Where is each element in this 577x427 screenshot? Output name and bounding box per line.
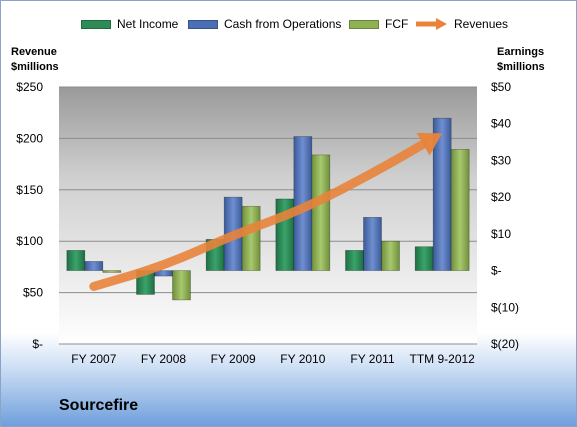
bar-fcf	[102, 270, 122, 273]
bar-fcf	[450, 149, 470, 271]
right-tick-label: $-	[491, 264, 502, 278]
revenue-line-group	[89, 132, 443, 291]
plot-area	[59, 87, 477, 344]
legend-item-cfo: Cash from Operations	[188, 17, 341, 31]
legend-item-revenues: Revenues	[414, 17, 508, 31]
bar-cash-from-operations	[363, 216, 382, 271]
legend-swatch-fcf	[349, 19, 379, 29]
left-tick-label: $100	[16, 234, 43, 248]
left-axis-title-line1: Revenue	[11, 46, 57, 58]
revenue-line	[89, 139, 428, 291]
category-label: FY 2008	[141, 352, 186, 366]
category-label: FY 2007	[71, 352, 116, 366]
bar-fcf	[172, 270, 191, 301]
legend-swatch-cfo	[188, 19, 218, 29]
right-tick-label: $50	[491, 80, 511, 94]
bar-fcf	[241, 205, 261, 271]
left-tick-label: $-	[32, 337, 43, 351]
left-tick-label: $150	[16, 183, 43, 197]
legend-label-fcf: FCF	[385, 17, 409, 31]
left-tick-label: $250	[16, 80, 43, 94]
right-tick-label: $10	[491, 227, 511, 241]
right-tick-label: $30	[491, 153, 511, 167]
bar-net-income	[66, 250, 86, 271]
legend-swatch-net-income	[81, 19, 111, 29]
revenue-arrowhead	[416, 132, 443, 156]
category-label: FY 2009	[211, 352, 256, 366]
bar-net-income	[345, 250, 364, 271]
legend-label-cfo: Cash from Operations	[224, 17, 342, 31]
category-label: TTM 9-2012	[409, 352, 475, 366]
grid-lines	[59, 86, 477, 345]
right-tick-label: $(20)	[491, 337, 519, 351]
bar-fcf	[311, 154, 331, 271]
right-axis-title-line1: Earnings	[497, 46, 545, 58]
legend-label-revenues: Revenues	[454, 17, 509, 31]
right-axis-title: Earnings $millions	[497, 45, 545, 75]
legend: Net Income Cash from Operations FCF Reve…	[1, 17, 576, 37]
right-tick-label: $20	[491, 190, 511, 204]
tick-labels: $- $50 $100 $150 $200 $250 $(20) $(10) $- $10 $20 $…	[16, 80, 519, 366]
company-name: Sourcefire	[59, 397, 139, 414]
legend-item-fcf: FCF	[349, 17, 408, 31]
legend-label-net-income: Net Income	[117, 17, 179, 31]
left-axis-title-line2: $millions	[11, 61, 59, 73]
bar-cash-from-operations	[84, 261, 104, 271]
category-label: FY 2011	[350, 352, 395, 366]
bar-fcf	[381, 240, 400, 271]
legend-arrow-icon	[416, 18, 447, 30]
right-axis-title-line2: $millions	[497, 61, 545, 73]
legend-item-net-income: Net Income	[81, 17, 178, 31]
bar-net-income	[414, 246, 434, 271]
right-tick-label: $(10)	[491, 300, 519, 314]
left-tick-label: $200	[16, 131, 43, 145]
left-axis-title: Revenue $millions	[11, 45, 59, 75]
category-label: FY 2010	[280, 352, 325, 366]
right-tick-label: $40	[491, 117, 511, 131]
left-tick-label: $50	[23, 286, 43, 300]
